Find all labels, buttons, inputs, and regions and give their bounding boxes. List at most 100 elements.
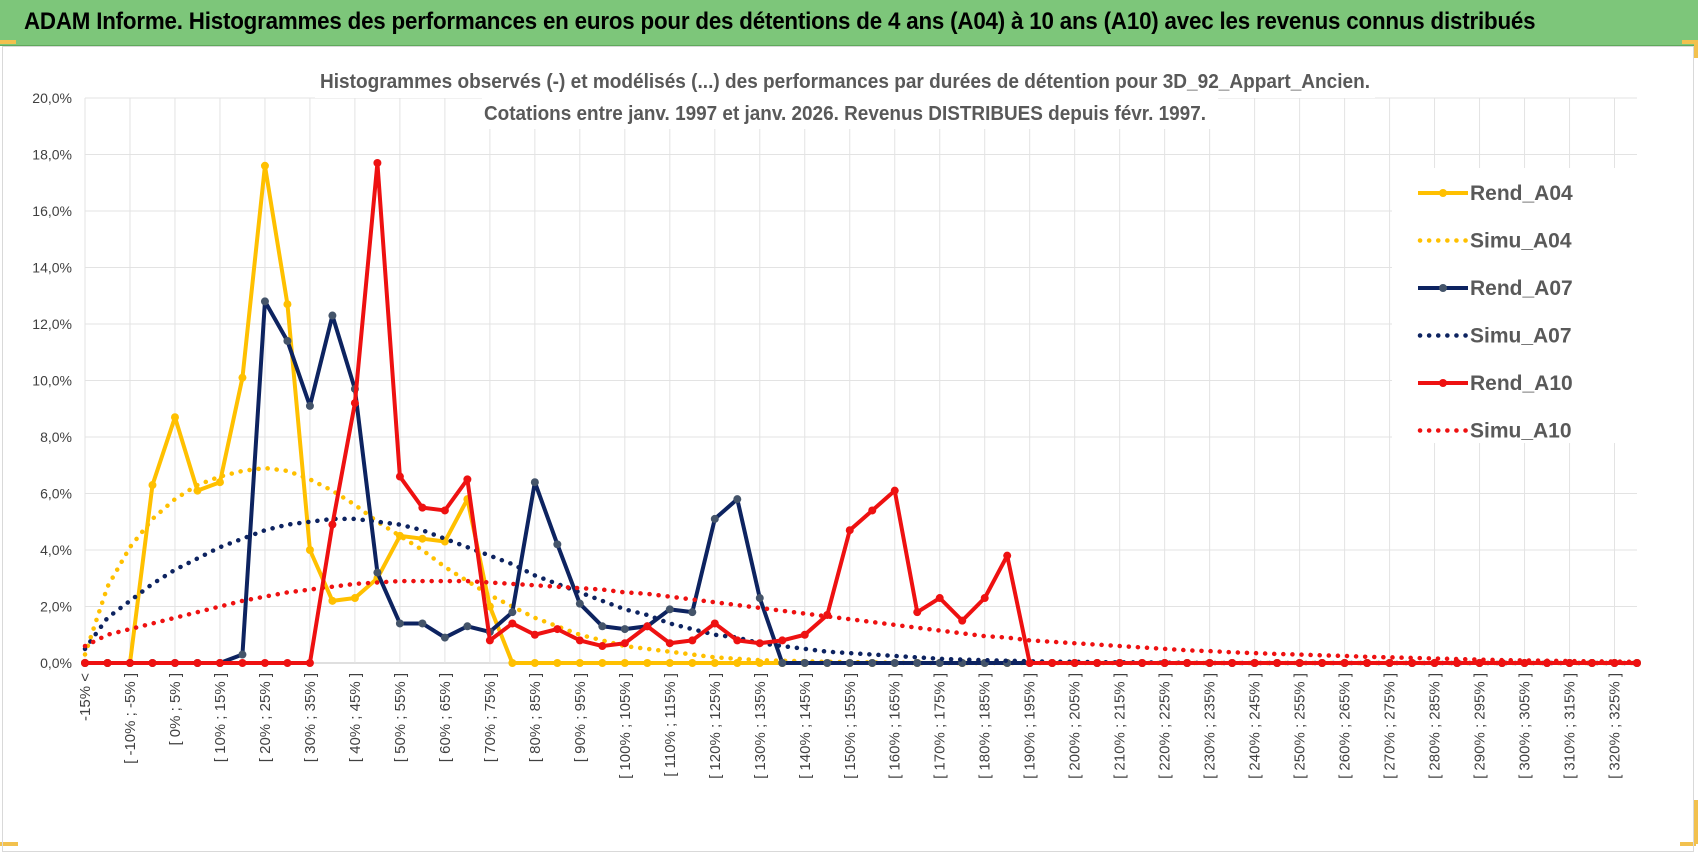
x-tick-label: [ 110% ; 115% ] bbox=[662, 673, 679, 777]
legend-simu-a10: Simu_A10 bbox=[1417, 420, 1572, 443]
x-tick-label: [ 270% ; 275% ] bbox=[1382, 673, 1399, 779]
series-lines bbox=[81, 158, 1641, 667]
data-point bbox=[1048, 659, 1057, 667]
data-point bbox=[1228, 659, 1237, 667]
legend-simu-a07: Simu_A07 bbox=[1417, 325, 1572, 348]
x-tick-label: [ 320% ; 325% ] bbox=[1607, 673, 1624, 779]
x-tick-label: [ 100% ; 105% ] bbox=[617, 673, 634, 779]
data-point bbox=[598, 659, 607, 667]
data-point bbox=[598, 642, 607, 651]
data-point bbox=[373, 158, 382, 167]
data-point bbox=[890, 486, 899, 495]
data-point bbox=[1250, 659, 1259, 667]
data-point bbox=[935, 594, 944, 603]
data-point bbox=[620, 625, 629, 634]
x-tick-label: [ 180% ; 185% ] bbox=[977, 673, 994, 779]
title-line-2-background bbox=[482, 97, 1218, 129]
x-tick-label: [ 30% ; 35% ] bbox=[302, 673, 319, 762]
data-point bbox=[980, 594, 989, 603]
data-point bbox=[260, 297, 269, 306]
data-point bbox=[710, 619, 719, 628]
data-point bbox=[913, 608, 922, 617]
data-point bbox=[148, 659, 157, 667]
legend-rend-a10-label: Rend_A10 bbox=[1470, 372, 1573, 395]
line-simu-a07 bbox=[82, 516, 1640, 666]
y-tick-label: 10,0% bbox=[32, 373, 72, 389]
data-point bbox=[350, 594, 359, 603]
data-point bbox=[395, 472, 404, 481]
data-point bbox=[733, 636, 742, 645]
legend-simu-a04-label: Simu_A04 bbox=[1470, 230, 1572, 253]
data-point bbox=[598, 622, 607, 631]
data-point bbox=[373, 568, 382, 577]
data-point bbox=[238, 659, 247, 667]
data-point bbox=[170, 659, 179, 667]
data-point bbox=[575, 599, 584, 608]
x-tick-label: [ 310% ; 315% ] bbox=[1562, 673, 1579, 779]
data-point bbox=[148, 481, 157, 490]
x-tick-label: [ 80% ; 85% ] bbox=[527, 673, 544, 762]
data-point bbox=[1318, 659, 1327, 667]
data-point bbox=[328, 311, 337, 320]
chart-title-background bbox=[315, 64, 1642, 443]
y-tick-label: 0,0% bbox=[40, 655, 72, 671]
data-point bbox=[755, 594, 764, 603]
data-point bbox=[440, 633, 449, 642]
data-point bbox=[103, 659, 112, 667]
x-tick-label: [ 220% ; 225% ] bbox=[1157, 673, 1174, 779]
data-point bbox=[665, 605, 674, 614]
data-point bbox=[125, 659, 134, 667]
data-point bbox=[215, 478, 224, 487]
data-point bbox=[665, 659, 674, 667]
series-simu-a07 bbox=[82, 516, 1640, 666]
x-tick-label: [ 290% ; 295% ] bbox=[1472, 673, 1489, 779]
x-tick-label: [ 10% ; 15% ] bbox=[212, 673, 229, 762]
data-point bbox=[81, 659, 89, 667]
data-point bbox=[283, 300, 292, 309]
x-tick-label: [ 90% ; 95% ] bbox=[572, 673, 589, 762]
data-point bbox=[845, 526, 854, 535]
x-tick-label: [ 150% ; 155% ] bbox=[842, 673, 859, 779]
chart-title: Histogrammes observés (-) et modélisés (… bbox=[320, 71, 1370, 125]
data-point bbox=[575, 659, 584, 667]
x-tick-label: [ 140% ; 145% ] bbox=[797, 673, 814, 779]
y-tick-label: 6,0% bbox=[40, 486, 72, 502]
data-point bbox=[530, 659, 539, 667]
data-point bbox=[1363, 659, 1372, 667]
x-tick-label: [ 130% ; 135% ] bbox=[752, 673, 769, 779]
data-point bbox=[823, 659, 832, 667]
data-point bbox=[1520, 659, 1529, 667]
y-tick-label: 2,0% bbox=[40, 599, 72, 615]
data-point bbox=[845, 659, 854, 667]
corner-marker-bottom-left bbox=[0, 842, 18, 846]
data-point bbox=[1340, 659, 1349, 667]
data-point bbox=[1138, 659, 1147, 667]
data-point bbox=[508, 659, 517, 667]
y-tick-label: 20,0% bbox=[32, 90, 72, 106]
data-point bbox=[688, 659, 697, 667]
data-point bbox=[688, 636, 697, 645]
legend-simu-a04: Simu_A04 bbox=[1417, 230, 1572, 253]
data-point bbox=[485, 602, 494, 611]
data-point bbox=[1160, 659, 1169, 667]
data-point bbox=[800, 659, 809, 667]
legend-simu-a10-label: Simu_A10 bbox=[1470, 420, 1572, 443]
data-point bbox=[463, 622, 472, 631]
line-rend-a10 bbox=[85, 160, 1637, 665]
data-point bbox=[530, 478, 539, 487]
data-point bbox=[778, 636, 787, 645]
data-point bbox=[755, 639, 764, 648]
y-tick-label: 12,0% bbox=[32, 316, 72, 332]
legend-rend-a04: Rend_A04 bbox=[1418, 182, 1573, 205]
data-point bbox=[170, 413, 179, 422]
x-tick-label: [ 300% ; 305% ] bbox=[1517, 673, 1534, 779]
data-point bbox=[620, 639, 629, 648]
data-point bbox=[193, 486, 202, 495]
chart-title-line-1: Histogrammes observés (-) et modélisés (… bbox=[320, 71, 1370, 93]
x-tick-label: [ 280% ; 285% ] bbox=[1427, 673, 1444, 779]
data-point bbox=[665, 639, 674, 648]
data-point bbox=[350, 399, 359, 408]
corner-marker-right-bottom bbox=[1694, 800, 1698, 844]
legend-rend-a10-marker bbox=[1439, 379, 1447, 387]
